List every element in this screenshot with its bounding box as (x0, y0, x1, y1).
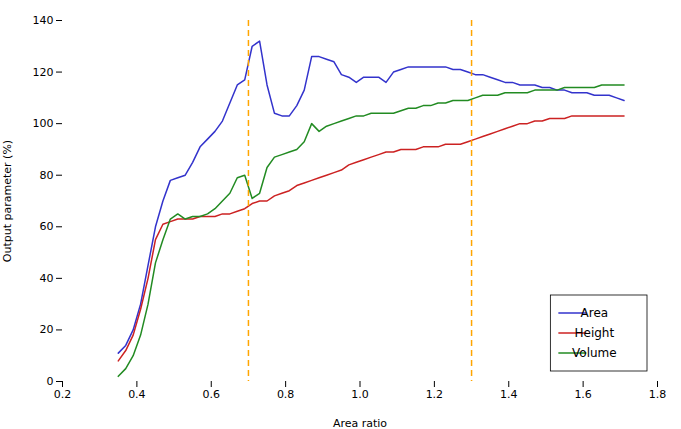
svg-text:1.6: 1.6 (574, 388, 592, 401)
svg-text:60: 60 (40, 220, 54, 233)
svg-text:Area ratio: Area ratio (333, 417, 387, 429)
svg-text:20: 20 (40, 323, 54, 336)
svg-text:Height: Height (575, 326, 615, 340)
svg-text:Area: Area (581, 306, 609, 320)
svg-text:0.6: 0.6 (203, 388, 221, 401)
svg-text:0: 0 (47, 375, 54, 388)
svg-text:40: 40 (40, 272, 54, 285)
svg-text:0.8: 0.8 (277, 388, 295, 401)
svg-text:80: 80 (40, 169, 54, 182)
svg-text:1.2: 1.2 (426, 388, 444, 401)
svg-text:1.0: 1.0 (351, 388, 369, 401)
svg-text:0.4: 0.4 (128, 388, 146, 401)
svg-text:1.8: 1.8 (649, 388, 667, 401)
svg-text:Output parameter (%): Output parameter (%) (1, 140, 14, 262)
svg-text:1.4: 1.4 (500, 388, 518, 401)
svg-text:Volume: Volume (572, 346, 617, 360)
svg-text:140: 140 (33, 14, 54, 27)
svg-text:100: 100 (33, 117, 54, 130)
svg-text:120: 120 (33, 66, 54, 79)
svg-text:0.2: 0.2 (54, 388, 72, 401)
